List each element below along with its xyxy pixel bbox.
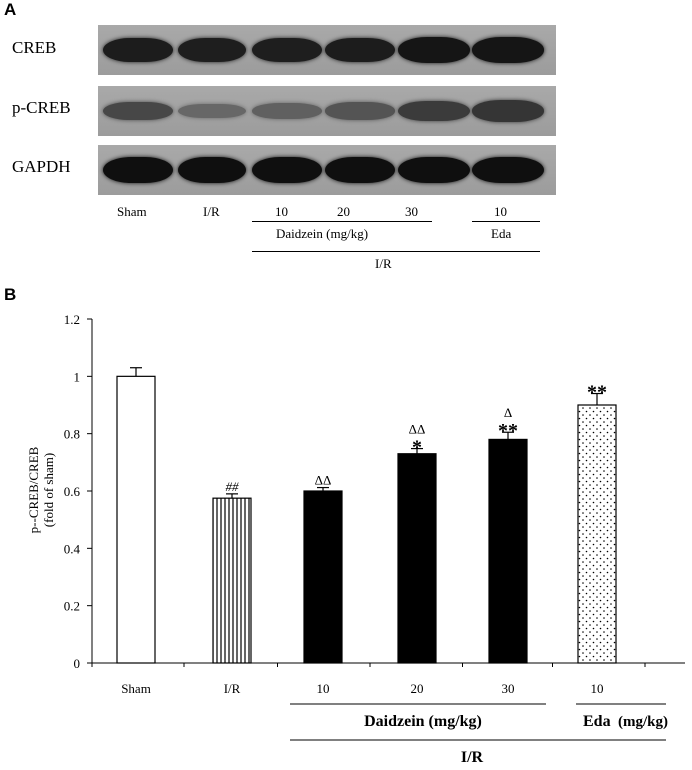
significance-marker: ** (498, 420, 518, 442)
y-axis-label: p--CREB/CREB (fold of sham) (26, 446, 56, 533)
blot-band (325, 157, 395, 183)
ir-group-label: I/R (461, 749, 484, 766)
bar (577, 404, 617, 664)
x-tick-label: Sham (121, 681, 151, 696)
eda-group-label: Eda (583, 713, 611, 730)
blot-label-gapdh: GAPDH (12, 157, 71, 176)
bar (116, 375, 156, 664)
gel-daidzein-line (252, 221, 432, 222)
blot-strip-gapdh (98, 145, 556, 195)
gel-group-label-daidzein: Daidzein (mg/kg) (276, 226, 369, 241)
blot-band (252, 103, 322, 119)
blot-band (252, 37, 322, 63)
y-tick-label: 1.2 (64, 312, 80, 327)
y-axis-label-line-2: (fold of sham) (41, 453, 56, 527)
panel-a-letter: A (4, 0, 17, 19)
x-tick-label: 10 (317, 681, 330, 696)
gel-eda-line (472, 221, 540, 222)
blot-band (398, 37, 470, 63)
bar (303, 490, 343, 664)
blot-band (398, 100, 470, 122)
blot-band (325, 102, 395, 120)
gel-lane-label-ir: I/R (203, 204, 220, 219)
blot-band (252, 157, 322, 183)
blot-band (103, 101, 173, 121)
gel-lane-label-d10: 10 (275, 204, 288, 219)
y-axis-label-line-1: p--CREB/CREB (26, 446, 41, 533)
blot-band (178, 37, 246, 63)
gel-lane-label-eda10: 10 (494, 204, 507, 219)
blot-band (103, 37, 173, 63)
bar (488, 438, 528, 664)
gel-group-label-eda: Eda (491, 226, 512, 241)
significance-marker: Δ (504, 405, 512, 420)
blot-band (472, 100, 544, 122)
blot-label-pcreb: p-CREB (12, 98, 71, 117)
x-tick-label: 10 (591, 681, 604, 696)
blot-strip-creb (98, 25, 556, 75)
blot-band (472, 157, 544, 183)
y-tick-label: 0.4 (64, 541, 81, 556)
gel-ir-line (252, 251, 540, 252)
y-tick-label: 0.6 (64, 484, 81, 499)
blot-band (472, 37, 544, 63)
gel-lane-label-sham: Sham (117, 204, 147, 219)
panel-b-letter: B (4, 285, 17, 304)
gel-group-label-ir: I/R (375, 256, 392, 271)
significance-marker: * (412, 437, 422, 459)
blot-strip-pcreb (98, 86, 556, 136)
bar (212, 497, 252, 664)
significance-marker: ΔΔ (409, 422, 426, 437)
gel-lane-label-d30: 30 (405, 204, 418, 219)
blot-band (398, 157, 470, 183)
x-tick-label: 30 (502, 681, 515, 696)
x-tick-label: 20 (411, 681, 424, 696)
significance-marker: ΔΔ (315, 473, 332, 488)
x-tick-label: I/R (224, 681, 241, 696)
blot-label-creb: CREB (12, 38, 57, 57)
blot-band (103, 157, 173, 183)
blot-band (178, 157, 246, 183)
bar (397, 453, 437, 664)
significance-marker: ** (587, 382, 607, 404)
gel-lane-label-d20: 20 (337, 204, 350, 219)
daidzein-group-label: Daidzein (mg/kg) (364, 713, 482, 730)
y-tick-label: 0.2 (64, 599, 80, 614)
y-tick-label: 0 (74, 656, 81, 671)
eda-unit-label: (mg/kg) (618, 714, 668, 730)
significance-marker: ## (226, 479, 240, 494)
blot-band (325, 37, 395, 63)
y-tick-label: 0.8 (64, 427, 80, 442)
blot-band (178, 103, 246, 119)
y-tick-label: 1 (74, 369, 81, 384)
